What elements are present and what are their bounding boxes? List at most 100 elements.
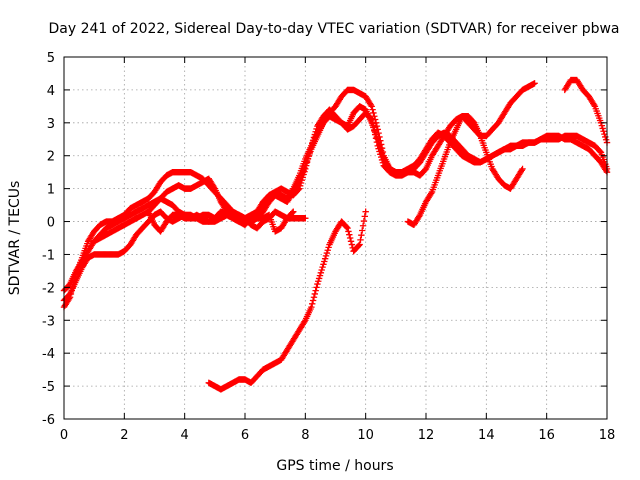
data-point: [321, 255, 329, 262]
x-tick-label: 6: [241, 428, 249, 443]
data-point: [305, 152, 312, 159]
data-series: [205, 208, 369, 393]
data-point: [518, 167, 525, 174]
x-tick-label: 12: [418, 428, 435, 443]
data-point: [312, 287, 319, 294]
data-point: [298, 176, 306, 184]
data-point: [309, 137, 317, 144]
data-point: [303, 159, 311, 166]
data-point: [302, 215, 309, 222]
data-point: [324, 247, 331, 254]
data-point: [370, 109, 377, 117]
data-point: [66, 294, 74, 301]
data-point: [313, 125, 320, 133]
data-point: [596, 148, 604, 155]
y-tick-label: -1: [42, 248, 55, 263]
data-point: [378, 156, 386, 164]
data-point: [313, 284, 320, 291]
data-point: [371, 131, 379, 138]
x-tick-label: 8: [301, 428, 309, 443]
data-point: [347, 238, 355, 245]
data-point: [361, 213, 369, 220]
x-tick-label: 16: [538, 428, 555, 443]
data-point: [359, 222, 367, 229]
y-tick-label: 4: [47, 84, 55, 99]
x-axis-title: GPS time / hours: [276, 458, 393, 474]
data-point: [367, 101, 375, 109]
data-point: [290, 208, 297, 215]
data-point: [311, 290, 319, 298]
data-point: [369, 106, 376, 113]
data-points: [60, 76, 611, 393]
data-point: [317, 269, 325, 276]
data-point: [374, 142, 381, 150]
data-point: [367, 115, 375, 122]
data-point: [300, 171, 307, 178]
data-point: [308, 303, 315, 311]
data-point: [322, 252, 330, 260]
data-point: [590, 101, 598, 109]
data-point: [299, 174, 306, 181]
data-point: [309, 139, 316, 147]
data-point: [344, 224, 351, 232]
x-tick-label: 2: [120, 428, 128, 443]
y-tick-label: 2: [47, 150, 55, 165]
data-point: [376, 148, 383, 155]
data-series: [561, 76, 611, 146]
data-point: [315, 278, 322, 285]
data-point: [602, 136, 610, 143]
chart-title: Day 241 of 2022, Sidereal Day-to-day VTE…: [48, 21, 619, 37]
data-point: [360, 217, 368, 225]
y-tick-label: 1: [47, 183, 55, 198]
data-point: [373, 122, 381, 130]
data-point: [415, 213, 423, 220]
data-point: [309, 300, 316, 308]
data-point: [302, 162, 310, 169]
data-point: [358, 231, 365, 239]
data-point: [373, 138, 381, 146]
data-point: [301, 318, 308, 325]
data-point: [308, 142, 315, 150]
data-point: [70, 280, 77, 288]
data-point: [297, 179, 305, 187]
data-point: [369, 120, 376, 127]
data-point: [319, 263, 326, 271]
x-tick-label: 14: [478, 428, 495, 443]
y-tick-label: -2: [42, 281, 55, 296]
data-point: [320, 261, 327, 268]
data-point: [599, 125, 606, 132]
data-point: [371, 127, 378, 135]
x-tick-label: 18: [599, 428, 616, 443]
data-point: [368, 103, 375, 110]
data-point: [68, 287, 75, 294]
data-point: [355, 242, 362, 249]
y-tick-label: -3: [42, 314, 55, 329]
data-point: [531, 80, 538, 87]
data-point: [362, 208, 369, 215]
data-point: [357, 236, 364, 244]
y-axis-title: SDTVAR / TECUs: [7, 181, 23, 296]
data-point: [598, 122, 606, 129]
data-point: [67, 290, 75, 298]
data-point: [301, 168, 308, 175]
data-point: [318, 266, 325, 274]
data-point: [348, 241, 356, 248]
y-tick-label: -4: [42, 347, 55, 362]
data-point: [310, 134, 318, 141]
data-point: [310, 294, 318, 301]
data-point: [356, 241, 363, 248]
data-point: [602, 167, 610, 174]
data-point: [377, 151, 384, 158]
data-point: [345, 228, 352, 235]
y-tick-label: -5: [42, 380, 55, 395]
data-point: [307, 145, 314, 153]
data-point: [519, 165, 526, 173]
y-tick-label: 3: [47, 117, 55, 132]
data-point: [321, 258, 328, 265]
data-point: [72, 274, 79, 281]
y-tick-label: -6: [42, 413, 55, 428]
data-point: [325, 244, 332, 251]
y-tick-label: 0: [47, 216, 55, 231]
